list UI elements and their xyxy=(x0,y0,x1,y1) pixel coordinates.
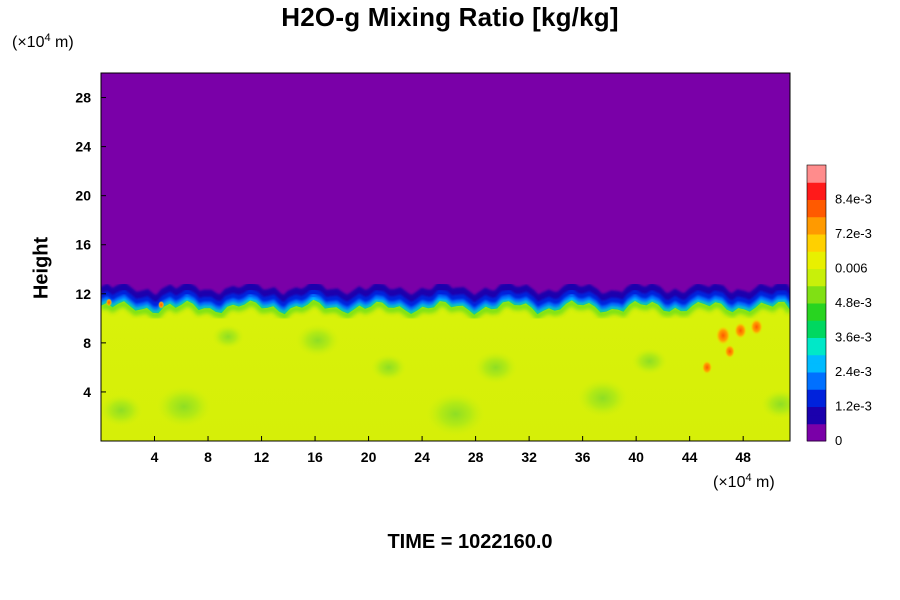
colorbar-swatch xyxy=(807,199,826,209)
y-tick-label: 16 xyxy=(75,237,91,253)
plot-frame xyxy=(100,72,791,442)
colorbar-swatch xyxy=(807,380,826,390)
eddy xyxy=(212,324,245,349)
x-tick-label: 36 xyxy=(575,449,591,465)
colorbar-swatch xyxy=(807,432,826,442)
colorbar-swatch xyxy=(807,268,826,278)
eddy xyxy=(760,389,790,420)
eddy xyxy=(155,385,212,428)
high-moisture-spot xyxy=(702,360,713,374)
colorbar-swatch xyxy=(807,346,826,356)
colorbar-swatch xyxy=(807,303,826,313)
colorbar-swatch xyxy=(807,225,826,235)
high-moisture-spot xyxy=(750,319,763,335)
colorbar-label: 7.2e-3 xyxy=(835,226,872,241)
colorbar-label: 3.6e-3 xyxy=(835,330,872,345)
high-moisture-spot xyxy=(724,344,735,358)
high-moisture-spot xyxy=(106,298,113,307)
x-tick-label: 8 xyxy=(204,449,212,465)
chart-title: H2O-g Mixing Ratio [kg/kg] xyxy=(281,2,619,32)
colorbar-swatch xyxy=(807,173,826,183)
x-tick-label: 16 xyxy=(307,449,323,465)
eddy xyxy=(295,323,340,357)
y-tick-label: 8 xyxy=(83,335,91,351)
colorbar-swatch xyxy=(807,190,826,200)
x-tick-label: 32 xyxy=(521,449,537,465)
colorbar-swatch xyxy=(807,208,826,218)
colorbar-swatch xyxy=(807,251,826,261)
colorbar-swatch xyxy=(807,234,826,244)
eddy xyxy=(631,347,668,375)
colorbar-swatch xyxy=(807,406,826,416)
transition-band xyxy=(101,292,790,314)
colorbar-swatch xyxy=(807,363,826,373)
colorbar-swatch xyxy=(807,242,826,252)
colorbar-swatch xyxy=(807,328,826,338)
colorbar-swatch xyxy=(807,285,826,295)
y-tick-label: 20 xyxy=(75,188,91,204)
high-moisture-spot xyxy=(158,300,165,309)
eddy xyxy=(473,350,518,384)
y-tick-label: 12 xyxy=(75,286,91,302)
colorbar-swatch xyxy=(807,294,826,304)
eddy xyxy=(101,393,144,427)
colorbar-swatch xyxy=(807,423,826,433)
x-tick-label: 4 xyxy=(151,449,159,465)
y-tick-label: 28 xyxy=(75,90,91,106)
colorbar-label: 0 xyxy=(835,433,842,448)
colorbar-swatch xyxy=(807,277,826,287)
y-axis-unit: (×104 m) xyxy=(12,32,74,51)
colorbar: 8.4e-3 7.2e-3 0.006 4.8e-3 3.6e-3 2.4e-3 1.2e-… xyxy=(806,164,872,448)
transition-band xyxy=(101,287,790,312)
mixing-ratio-field xyxy=(101,73,790,441)
colorbar-swatch xyxy=(807,354,826,364)
colorbar-label: 0.006 xyxy=(835,261,868,276)
x-axis-unit: (×104 m) xyxy=(713,472,775,491)
colorbar-swatch xyxy=(807,337,826,347)
colorbar-frame xyxy=(806,164,827,442)
eddy xyxy=(425,391,486,437)
y-tick-label: 4 xyxy=(83,384,91,400)
x-tick-label: 48 xyxy=(735,449,751,465)
colorbar-swatch xyxy=(807,259,826,269)
x-tick-label: 24 xyxy=(414,449,430,465)
high-moisture-spot xyxy=(734,322,747,339)
x-tick-label: 12 xyxy=(254,449,270,465)
x-tick-label: 20 xyxy=(361,449,377,465)
colorbar-swatch xyxy=(807,415,826,425)
high-moisture-spot xyxy=(716,326,731,345)
boundary-plume xyxy=(101,298,790,321)
y-tick-label: 24 xyxy=(75,139,91,155)
colorbar-swatch xyxy=(807,372,826,382)
colorbar-swatch xyxy=(807,397,826,407)
colorbar-swatch xyxy=(807,216,826,226)
colorbar-label: 2.4e-3 xyxy=(835,364,872,379)
colorbar-swatch xyxy=(807,389,826,399)
eddy xyxy=(370,353,407,381)
colorbar-label: 1.2e-3 xyxy=(835,399,872,414)
colorbar-swatch xyxy=(807,320,826,330)
y-axis-ticks: 4 8 12 16 20 24 28 xyxy=(75,90,106,400)
colorbar-label: 8.4e-3 xyxy=(835,192,872,207)
eddy xyxy=(576,378,629,418)
x-axis-ticks: 4 8 12 16 20 24 28 32 36 40 44 48 xyxy=(151,436,751,465)
x-tick-label: 40 xyxy=(628,449,644,465)
colorbar-swatch xyxy=(807,311,826,321)
colorbar-swatch xyxy=(807,182,826,192)
time-label: TIME = 1022160.0 xyxy=(387,531,553,553)
colorbar-swatch xyxy=(807,165,826,175)
x-tick-label: 28 xyxy=(468,449,484,465)
colorbar-label: 4.8e-3 xyxy=(835,295,872,310)
x-tick-label: 44 xyxy=(682,449,698,465)
transition-band xyxy=(101,280,790,307)
